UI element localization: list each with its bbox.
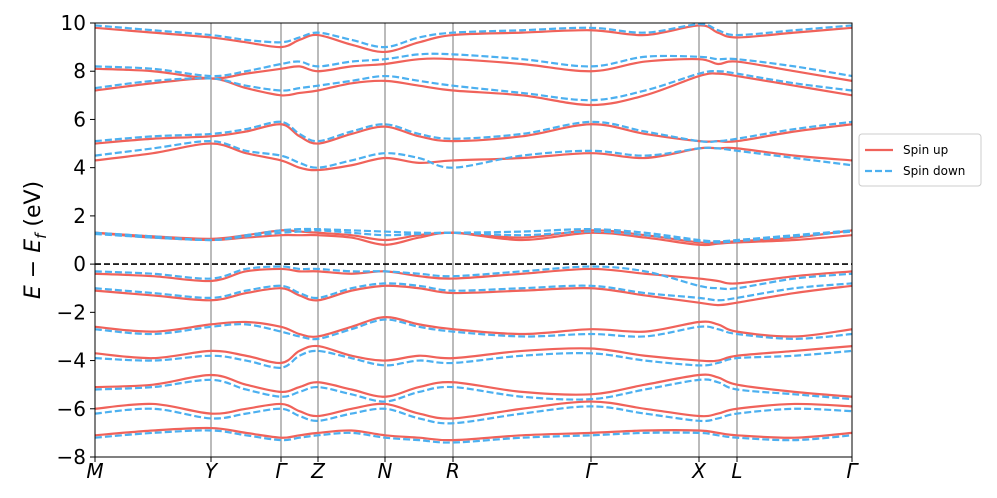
plot-frame	[94, 22, 853, 458]
legend-box	[858, 133, 982, 187]
band	[95, 373, 852, 398]
x-tick-label: X	[691, 459, 707, 483]
band	[95, 229, 852, 244]
x-tick-label: R	[446, 459, 460, 483]
band	[95, 231, 852, 247]
y-tick-label: −8	[57, 445, 86, 469]
band	[95, 265, 852, 291]
y-tick-label: 0	[73, 252, 86, 276]
band	[95, 70, 852, 102]
band	[95, 405, 852, 425]
y-axis-label: E − Ef (eV)	[21, 181, 50, 299]
legend-label: Spin up	[903, 143, 948, 157]
y-tick-label: 4	[73, 156, 86, 180]
band	[95, 378, 852, 403]
band	[95, 23, 852, 49]
legend-label: Spin down	[903, 164, 965, 178]
band	[95, 318, 852, 341]
bands	[95, 23, 852, 444]
y-tick-label: −6	[57, 397, 86, 421]
y-label-sub: f	[32, 231, 50, 239]
band	[95, 140, 852, 169]
x-tick-label: Γ	[275, 459, 288, 483]
band	[95, 316, 852, 338]
y-tick-label: −2	[57, 300, 86, 324]
band	[95, 426, 852, 442]
band	[95, 120, 852, 144]
y-tick-label: 10	[61, 11, 86, 35]
x-tick-label: Y	[205, 459, 219, 483]
x-tick-label: M	[86, 459, 103, 483]
y-label-unit: (eV)	[21, 181, 46, 234]
y-tick-label: −4	[57, 349, 86, 373]
band	[95, 267, 852, 285]
band	[95, 344, 852, 365]
band	[95, 24, 852, 54]
band	[95, 72, 852, 107]
band	[95, 52, 852, 78]
band	[95, 284, 852, 307]
y-label-main: E − E	[21, 239, 46, 299]
band	[95, 142, 852, 172]
x-tick-label: Γ	[846, 459, 859, 483]
x-tick-label: L	[731, 459, 742, 483]
y-tick-label: 2	[73, 204, 86, 228]
y-tick-label: 6	[73, 107, 86, 131]
x-tick-label: Γ	[585, 459, 598, 483]
band	[95, 282, 852, 302]
band	[95, 123, 852, 145]
x-tick-label: N	[378, 459, 393, 483]
band	[95, 57, 852, 82]
band	[95, 349, 852, 369]
y-tick-label: 8	[73, 59, 86, 83]
band	[95, 400, 852, 420]
band	[95, 227, 852, 243]
legend: Spin up Spin down	[858, 133, 982, 187]
band	[95, 429, 852, 444]
x-tick-label: Z	[310, 459, 326, 483]
